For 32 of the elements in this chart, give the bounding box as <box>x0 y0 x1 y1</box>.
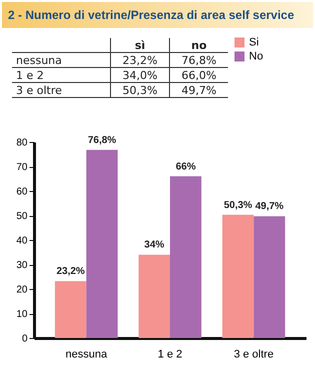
text: 34,0% <box>110 68 170 82</box>
text: 49,7% <box>170 82 228 98</box>
text: sì <box>110 38 170 52</box>
text: 23,2% <box>110 52 170 68</box>
x-tick-label: 3 e oltre <box>234 348 274 360</box>
category-label: nessuna <box>16 54 62 66</box>
data-label: 76,8% <box>88 134 116 146</box>
text: 50,3% <box>110 82 170 98</box>
chart-title: 2 - Numero di vetrine/Presenza di area self service <box>2 2 313 28</box>
y-tick-label: 70 <box>16 162 28 173</box>
text: 76,8% <box>170 52 228 68</box>
data-label: 49,7% <box>255 201 284 212</box>
data-label: 50,3% <box>224 200 252 211</box>
y-tick-label: 60 <box>16 186 28 198</box>
data-label: 66% <box>176 161 196 172</box>
y-tick-label: 20 <box>16 284 28 296</box>
data-label: 23,2% <box>56 266 85 278</box>
text: 66,0% <box>170 68 228 82</box>
category-label: 3 e oltre <box>16 84 62 96</box>
x-tick-label: nessuna <box>66 348 108 360</box>
y-tick-label: 40 <box>16 236 28 246</box>
data-label: 34% <box>144 240 164 251</box>
y-tick-label: 0 <box>22 334 28 344</box>
legend-label: No <box>249 50 264 62</box>
y-tick-label: 10 <box>16 309 28 320</box>
category-label: 1 e 2 <box>16 68 44 82</box>
text: no <box>170 38 228 52</box>
y-tick-label: 30 <box>16 260 28 271</box>
x-tick-label: 1 e 2 <box>158 348 182 360</box>
y-tick-label: 50 <box>16 211 28 222</box>
y-tick-label: 80 <box>16 138 28 148</box>
legend-label: Si <box>249 36 259 48</box>
